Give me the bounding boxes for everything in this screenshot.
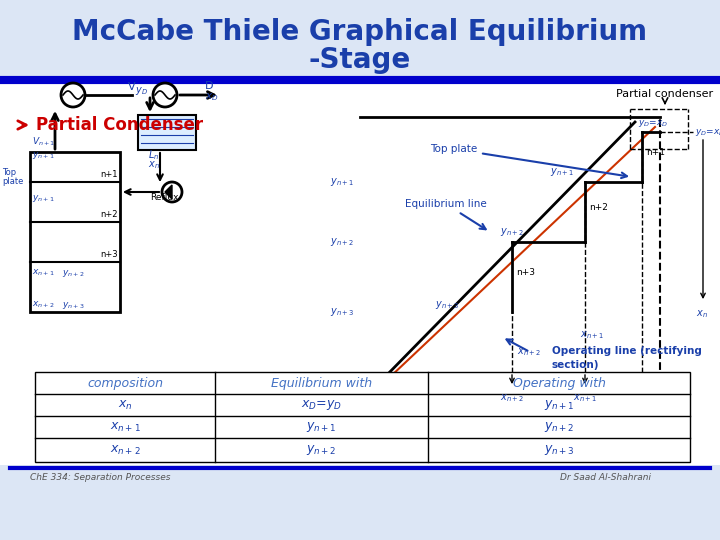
Text: n+1: n+1 bbox=[646, 148, 665, 157]
Text: $y_{n+2}$: $y_{n+2}$ bbox=[306, 443, 337, 457]
Text: Partial Condenser: Partial Condenser bbox=[36, 116, 203, 134]
Text: $y_{n+1}$: $y_{n+1}$ bbox=[32, 150, 55, 161]
Text: McCabe Thiele Graphical Equilibrium: McCabe Thiele Graphical Equilibrium bbox=[73, 18, 647, 46]
Text: $x_n$: $x_n$ bbox=[117, 399, 132, 411]
Text: $y_{n+3}$: $y_{n+3}$ bbox=[544, 443, 575, 457]
Text: $x_{n+1}$: $x_{n+1}$ bbox=[32, 268, 55, 279]
Text: section): section) bbox=[552, 360, 600, 370]
Text: $y_D$=$x_D$: $y_D$=$x_D$ bbox=[695, 126, 720, 138]
Text: $x_{n+1}$: $x_{n+1}$ bbox=[109, 421, 140, 434]
Text: $L_n$: $L_n$ bbox=[148, 148, 159, 162]
Text: Top plate: Top plate bbox=[430, 144, 627, 178]
Polygon shape bbox=[165, 185, 172, 199]
Text: $y_D$: $y_D$ bbox=[135, 85, 148, 97]
Text: n+1: n+1 bbox=[100, 170, 117, 179]
Text: $y_{n+3}$: $y_{n+3}$ bbox=[435, 299, 459, 311]
Text: $y_{n+1}$: $y_{n+1}$ bbox=[306, 420, 337, 434]
Text: n+3: n+3 bbox=[516, 268, 535, 277]
Text: $x_{n+2}$: $x_{n+2}$ bbox=[517, 346, 541, 358]
Text: $x_{n+1}$: $x_{n+1}$ bbox=[573, 392, 597, 404]
Text: $V_{n+1}$: $V_{n+1}$ bbox=[32, 136, 55, 149]
Text: -Stage: -Stage bbox=[309, 46, 411, 74]
Text: composition: composition bbox=[87, 376, 163, 389]
Text: Equilibrium with: Equilibrium with bbox=[271, 376, 372, 389]
Text: n+2: n+2 bbox=[589, 203, 608, 212]
Text: Dr Saad Al-Shahrani: Dr Saad Al-Shahrani bbox=[560, 473, 651, 482]
Text: n+3: n+3 bbox=[100, 250, 117, 259]
Text: Partial condenser: Partial condenser bbox=[616, 89, 714, 99]
Text: V: V bbox=[128, 82, 135, 92]
Bar bbox=[30, 152, 120, 312]
Text: ChE 334: Separation Processes: ChE 334: Separation Processes bbox=[30, 473, 171, 482]
Text: D: D bbox=[205, 81, 214, 91]
Bar bbox=[35, 372, 690, 462]
Text: $y_{n+1}$: $y_{n+1}$ bbox=[544, 398, 575, 412]
Text: $y_{n+1}$: $y_{n+1}$ bbox=[330, 176, 354, 188]
Text: $y_{n+3}$: $y_{n+3}$ bbox=[330, 306, 354, 318]
Text: Operating with: Operating with bbox=[513, 376, 606, 389]
Text: Equilibrium line: Equilibrium line bbox=[405, 199, 487, 230]
Text: $y_{n+2}$: $y_{n+2}$ bbox=[62, 268, 85, 279]
Text: $y_{n+3}$: $y_{n+3}$ bbox=[62, 300, 85, 311]
Text: $y_{n+1}$: $y_{n+1}$ bbox=[32, 193, 55, 204]
Bar bbox=[0, 80, 720, 465]
Text: $x_D$=$y_D$: $x_D$=$y_D$ bbox=[301, 398, 342, 412]
Text: $y_{n+2}$: $y_{n+2}$ bbox=[330, 236, 354, 248]
Text: $y_{n+2}$: $y_{n+2}$ bbox=[544, 420, 575, 434]
Bar bbox=[0, 0, 720, 80]
Text: $x_{n+2}$: $x_{n+2}$ bbox=[109, 443, 140, 456]
Text: $x_{n+2}$: $x_{n+2}$ bbox=[32, 300, 55, 310]
Text: Reflux: Reflux bbox=[150, 193, 179, 202]
Text: Operating line (rectifying: Operating line (rectifying bbox=[552, 346, 702, 356]
Text: n+2: n+2 bbox=[100, 210, 117, 219]
Text: plate: plate bbox=[2, 177, 23, 186]
Text: Top: Top bbox=[2, 168, 16, 177]
Bar bbox=[138, 115, 196, 150]
Text: $y_D$=$x_D$: $y_D$=$x_D$ bbox=[638, 118, 668, 129]
Text: $x_{n+1}$: $x_{n+1}$ bbox=[580, 329, 604, 341]
Text: $y_{n+2}$: $y_{n+2}$ bbox=[500, 226, 524, 238]
Text: $y_{n+1}$: $y_{n+1}$ bbox=[550, 166, 575, 178]
Text: $x_n$: $x_n$ bbox=[696, 308, 708, 320]
Text: $x_D$: $x_D$ bbox=[205, 91, 219, 103]
Text: $x_{n+2}$: $x_{n+2}$ bbox=[500, 392, 524, 404]
Text: $x_n$: $x_n$ bbox=[148, 159, 160, 171]
